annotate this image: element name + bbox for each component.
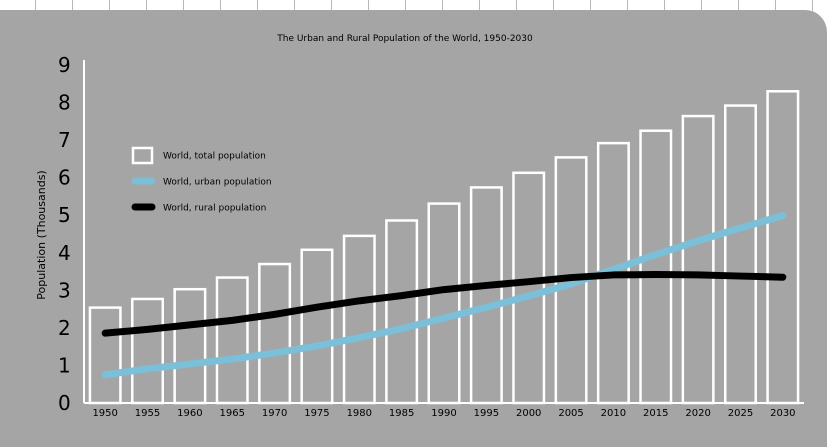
x-tick-label: 2005	[558, 408, 583, 419]
y-tick-label: 5	[58, 203, 71, 227]
y-tick-label: 2	[58, 316, 71, 340]
x-tick-label: 1975	[304, 408, 329, 419]
x-tick-label: 1980	[347, 408, 372, 419]
bar-total-population	[766, 90, 800, 405]
chart: The Urban and Rural Population of the Wo…	[35, 34, 804, 419]
legend-swatch-total	[131, 146, 154, 165]
x-tick-label: 2015	[643, 408, 668, 419]
y-tick-label: 9	[58, 53, 71, 77]
x-tick-label: 2025	[728, 408, 753, 419]
bar-total-population	[512, 171, 546, 405]
y-tick-label: 4	[58, 241, 71, 265]
x-tick-label: 2030	[770, 408, 795, 419]
bar-total-population	[469, 186, 503, 405]
bar-total-population	[681, 114, 715, 405]
x-tick-label: 1970	[262, 408, 287, 419]
bar-total-population	[385, 219, 419, 405]
chart-title: The Urban and Rural Population of the Wo…	[276, 34, 533, 44]
legend-label: World, total population	[163, 152, 266, 162]
x-tick-label: 1995	[474, 408, 499, 419]
bar-total-population	[88, 306, 122, 405]
y-tick-label: 1	[58, 353, 71, 377]
bar-total-population	[258, 262, 292, 405]
y-tick-label: 7	[58, 128, 71, 152]
bar-total-population	[723, 104, 757, 405]
bar-total-population	[131, 297, 165, 405]
legend-label: World, rural population	[163, 204, 266, 214]
x-tick-label: 2000	[516, 408, 541, 419]
legend: World, total population World, urban popu…	[131, 146, 272, 214]
y-tick-label: 8	[58, 91, 71, 115]
y-tick-label: 3	[58, 278, 71, 302]
bar-total-population	[173, 287, 207, 405]
y-tick-label: 0	[58, 391, 71, 415]
y-axis-label: Population (Thousands)	[35, 170, 48, 299]
line-rural-population	[101, 271, 787, 337]
x-tick-label: 1965	[220, 408, 245, 419]
bar-total-population	[342, 234, 376, 405]
chart-card: The Urban and Rural Population of the Wo…	[0, 10, 827, 447]
y-tick-label: 6	[58, 166, 71, 190]
x-tick-label: 2010	[601, 408, 626, 419]
x-tick-label: 2020	[685, 408, 710, 419]
legend-label: World, urban population	[163, 178, 272, 188]
x-tick-label: 1950	[92, 408, 117, 419]
bar-total-population	[215, 276, 249, 405]
line-urban-population	[101, 212, 787, 379]
x-tick-label: 1960	[177, 408, 202, 419]
x-tick-label: 1985	[389, 408, 414, 419]
bar-total-population	[300, 248, 334, 405]
x-tick-label: 1990	[431, 408, 456, 419]
bar-total-population	[639, 129, 673, 405]
x-tick-label: 1955	[135, 408, 160, 419]
bar-total-population	[427, 202, 461, 405]
